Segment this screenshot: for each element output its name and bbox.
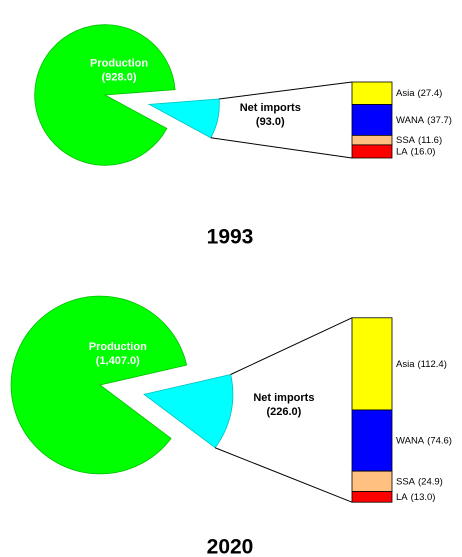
category-name: SSA	[396, 135, 416, 146]
category-name: LA	[396, 146, 408, 157]
pie-slice	[34, 24, 176, 166]
legend-label: LA (13.0)	[396, 491, 435, 502]
connector	[214, 447, 353, 503]
slice-label: Production	[89, 341, 147, 353]
connector	[210, 137, 353, 159]
bar-segment	[351, 104, 393, 136]
chart-title: 1993	[207, 226, 254, 249]
slice-value: (928.0)	[102, 71, 137, 83]
legend-label: LA (16.0)	[396, 146, 435, 157]
value-label: (27.4)	[417, 88, 442, 99]
legend-label: Asia (112.4)	[396, 358, 447, 369]
bar-segment	[351, 470, 393, 492]
category-name: LA	[396, 491, 408, 502]
slice-label: Production	[90, 57, 148, 69]
category-name: Asia	[396, 358, 415, 369]
bar-segment	[351, 491, 393, 503]
bar-segment	[351, 409, 393, 472]
legend-label: WANA (74.6)	[396, 435, 452, 446]
value-label: (112.4)	[417, 358, 446, 369]
bar-segment	[351, 81, 393, 105]
legend-label: WANA (37.7)	[396, 114, 452, 125]
bar-segment	[351, 144, 393, 159]
slice-value: (226.0)	[266, 406, 301, 418]
slice-value: (1,407.0)	[96, 355, 140, 367]
slice-value: (93.0)	[256, 116, 285, 128]
bar-segment	[351, 134, 393, 146]
category-name: SSA	[396, 476, 416, 487]
connector	[219, 81, 353, 100]
legend-label: Asia (27.4)	[396, 88, 442, 99]
legend-label: SSA (11.6)	[396, 135, 442, 146]
value-label: (24.9)	[418, 476, 443, 487]
connector	[230, 317, 353, 375]
bar-segment	[351, 317, 393, 411]
chart-title: 2020	[207, 536, 254, 557]
value-label: (13.0)	[411, 491, 436, 502]
category-name: WANA	[396, 435, 425, 446]
legend-label: SSA (24.9)	[396, 476, 443, 487]
pie-slice	[143, 374, 234, 449]
slice-label: Net imports	[240, 102, 301, 114]
value-label: (16.0)	[411, 146, 436, 157]
value-label: (11.6)	[418, 135, 442, 146]
category-name: Asia	[396, 88, 415, 99]
slice-label: Net imports	[253, 392, 314, 404]
category-name: WANA	[396, 114, 425, 125]
value-label: (74.6)	[427, 435, 452, 446]
value-label: (37.7)	[427, 114, 452, 125]
pie-slice	[10, 295, 188, 475]
